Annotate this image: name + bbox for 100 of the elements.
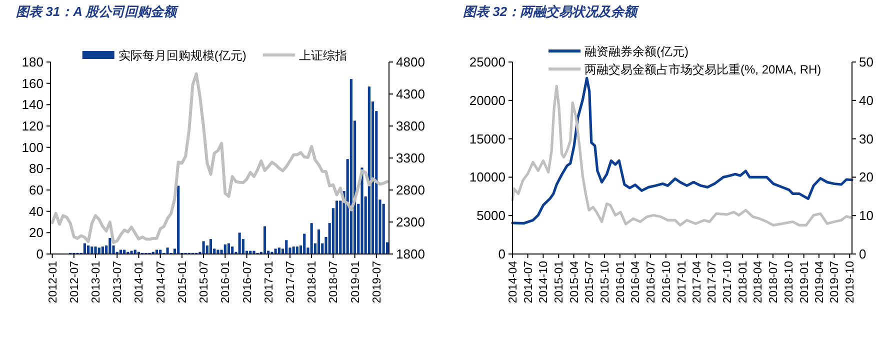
y2-tick-label: 40 (859, 92, 874, 108)
bar (119, 250, 122, 254)
x-tick-label: 2013-07 (112, 261, 124, 304)
bar (177, 186, 180, 254)
y-tick-label: 120 (22, 118, 44, 134)
x-tick-label: 2015-07 (584, 261, 596, 304)
x-tick-label: 2016-07 (242, 261, 254, 304)
x-tick-label: 2016-01 (614, 261, 627, 304)
y-tick-label: 40 (29, 204, 44, 219)
y-tick-label: 180 (22, 54, 44, 70)
x-tick-label: 2014-04 (508, 260, 520, 304)
x-tick-label: 2012-01 (47, 261, 60, 304)
y-tick-label: 0 (36, 246, 44, 262)
bar (224, 244, 226, 254)
bar (202, 241, 205, 254)
bar (382, 204, 385, 254)
y2-tick-label: 20 (859, 170, 874, 185)
y2-tick-label: 4800 (396, 54, 425, 70)
bar (87, 245, 90, 254)
x-tick-label: 2017-07 (706, 261, 719, 304)
y-tick-label: 5000 (476, 208, 506, 224)
x-tick-label: 2014-01 (134, 261, 146, 304)
bar (123, 250, 126, 254)
bar (252, 250, 256, 254)
bar (335, 200, 338, 254)
legend-label: 上证综指 (298, 48, 347, 62)
bar (108, 238, 112, 254)
x-tick-label: 2019-01 (350, 261, 362, 304)
x-tick-label: 2016-07 (645, 261, 658, 304)
x-tick-label: 2017-07 (284, 261, 297, 304)
bar (317, 229, 320, 254)
legend-label: 融资融券余额(亿元) (584, 44, 688, 58)
x-tick-label: 2014-07 (522, 261, 535, 304)
y-tick-label: 10000 (469, 170, 506, 185)
bar (90, 246, 94, 254)
line-series (50, 72, 389, 244)
x-tick-label: 2018-07 (328, 261, 340, 304)
x-tick-label: 2017-01 (676, 261, 688, 304)
y2-tick-label: 0 (859, 246, 866, 262)
bar (134, 250, 136, 254)
bar (227, 243, 230, 254)
bar (155, 250, 158, 254)
bar (209, 239, 212, 254)
y2-tick-label: 3300 (396, 150, 425, 166)
y-tick-label: 20 (29, 225, 44, 240)
x-tick-label: 2015-01 (554, 261, 566, 304)
bar (231, 246, 234, 254)
bar (216, 250, 220, 254)
x-tick-label: 2016-10 (660, 261, 673, 304)
bar (350, 79, 352, 254)
y2-tick-label: 4300 (396, 86, 425, 102)
y2-tick-label: 30 (859, 131, 874, 146)
bar (263, 226, 266, 254)
y2-tick-label: 2300 (396, 214, 425, 230)
bar (166, 248, 169, 254)
x-tick-label: 2018-01 (738, 261, 750, 304)
x-tick-label: 2012-07 (68, 261, 81, 304)
y2-tick-label: 1800 (396, 246, 425, 262)
bar (360, 168, 364, 254)
x-tick-label: 2017-04 (691, 260, 704, 304)
chart-title: 图表 32：两融交易状况及余额 (463, 4, 640, 19)
legend-label: 两融交易金额占市场交易比重(%, 20MA, RH) (584, 62, 822, 76)
y-tick-label: 140 (22, 97, 44, 112)
x-tick-label: 2017-01 (263, 261, 276, 304)
x-tick-label: 2017-10 (722, 261, 734, 304)
x-tick-label: 2019-07 (829, 261, 842, 304)
x-tick-label: 2019-04 (814, 260, 826, 304)
bar (101, 246, 104, 254)
x-tick-label: 2014-10 (538, 261, 550, 304)
y-tick-label: 25000 (469, 54, 506, 70)
y2-tick-label: 50 (859, 54, 874, 70)
x-tick-label: 2019-01 (798, 261, 811, 304)
y-tick-label: 60 (29, 182, 44, 198)
y-tick-label: 15000 (469, 131, 506, 146)
y2-tick-label: 2800 (396, 182, 425, 198)
y-tick-label: 80 (29, 161, 44, 176)
bar (278, 248, 280, 254)
bar (98, 248, 100, 254)
x-tick-label: 2019-07 (371, 261, 384, 304)
bar (303, 234, 306, 254)
x-tick-label: 2018-07 (768, 261, 780, 304)
bar (310, 223, 313, 254)
x-tick-label: 2015-01 (176, 261, 189, 304)
x-tick-label: 2018-01 (306, 261, 319, 304)
x-tick-label: 2016-04 (630, 260, 642, 304)
bar (94, 246, 97, 254)
bar (368, 86, 370, 254)
bar (238, 232, 241, 254)
bar (274, 248, 277, 254)
y2-tick-label: 3800 (396, 118, 425, 134)
x-tick-label: 2016-01 (220, 261, 232, 304)
x-tick-label: 2014-07 (155, 261, 168, 304)
legend-label: 实际每月回购规模(亿元) (118, 48, 246, 62)
y-tick-label: 160 (22, 76, 44, 91)
bar (130, 250, 133, 254)
y-tick-label: 0 (498, 246, 506, 262)
bar (83, 243, 86, 254)
x-tick-label: 2015-10 (599, 261, 612, 304)
x-tick-label: 2018-10 (783, 261, 796, 304)
y-tick-label: 20000 (469, 92, 506, 108)
